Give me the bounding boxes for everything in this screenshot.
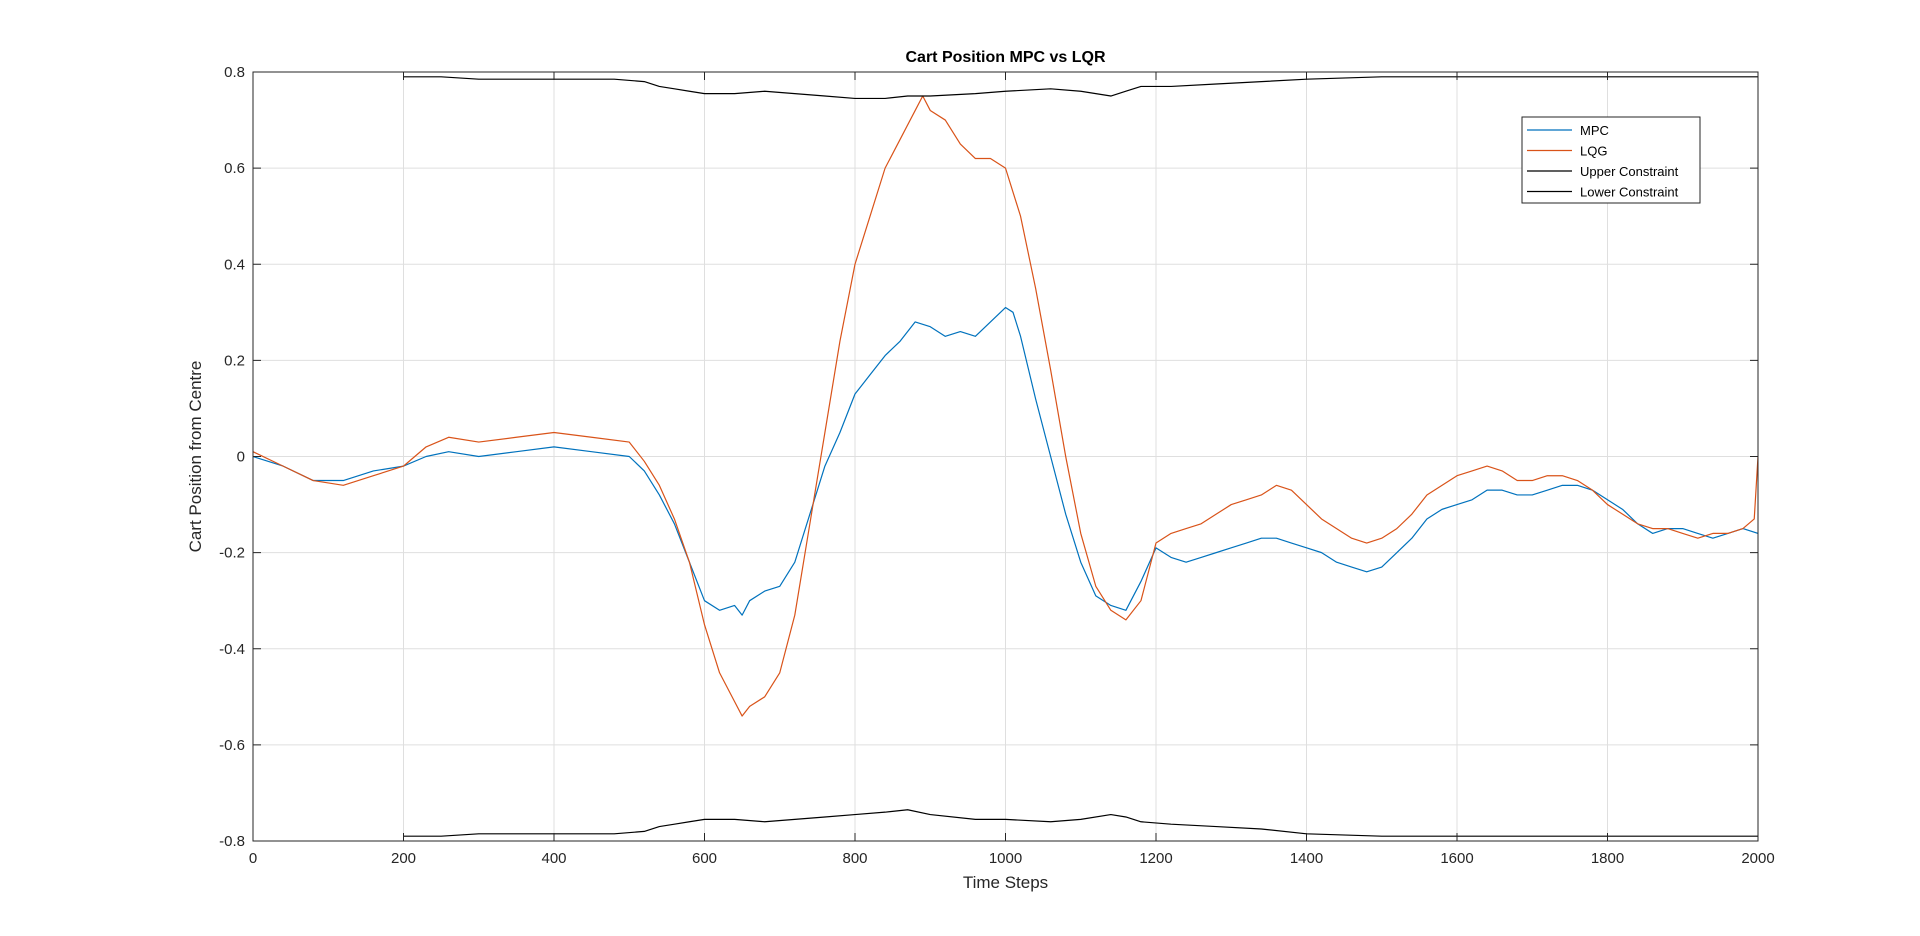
y-tick-label: -0.4 (219, 641, 245, 658)
series-line-mpc (253, 306, 1758, 616)
y-tick-label: 0.4 (224, 256, 245, 273)
y-tick-label: -0.2 (219, 545, 245, 562)
y-tick-label: -0.6 (219, 737, 245, 754)
y-tick-label: -0.8 (219, 833, 245, 850)
plot-area (253, 76, 1758, 837)
series-line-lower-constraint (403, 809, 1758, 837)
legend-label-mpc: MPC (1580, 123, 1609, 138)
x-tick-label: 400 (541, 850, 566, 867)
series-line-lqg (253, 95, 1758, 717)
chart-title: Cart Position MPC vs LQR (905, 49, 1105, 66)
legend-label-lqg: LQG (1580, 144, 1607, 159)
legend-box (1521, 116, 1701, 204)
x-tick-label: 0 (249, 850, 257, 867)
series-line-upper-constraint (403, 76, 1758, 100)
x-tick-label: 1000 (989, 850, 1022, 867)
legend-label-lower-constraint: Lower Constraint (1580, 185, 1679, 200)
y-tick-label: 0 (237, 449, 245, 466)
y-axis-label: Cart Position from Centre (186, 361, 205, 553)
legend-label-upper-constraint: Upper Constraint (1580, 164, 1679, 179)
x-tick-label: 200 (391, 850, 416, 867)
axes: 0 200 400 600 800 1000 1200 1400 1600 1800 2000 -0.… (219, 64, 1775, 867)
x-tick-label: 1200 (1139, 850, 1172, 867)
y-tick-label: 0.2 (224, 352, 245, 369)
y-tick-label: 0.6 (224, 160, 245, 177)
legend: MPC LQG Upper Constraint Lower Constraint (1521, 116, 1701, 204)
grid (253, 72, 1758, 841)
x-tick-label: 2000 (1741, 850, 1774, 867)
x-tick-label: 1600 (1440, 850, 1473, 867)
x-tick-label: 800 (842, 850, 867, 867)
x-axis-label: Time Steps (963, 873, 1048, 892)
y-tick-label: 0.8 (224, 64, 245, 81)
x-tick-label: 600 (692, 850, 717, 867)
x-tick-label: 1800 (1591, 850, 1624, 867)
x-tick-label: 1400 (1290, 850, 1323, 867)
